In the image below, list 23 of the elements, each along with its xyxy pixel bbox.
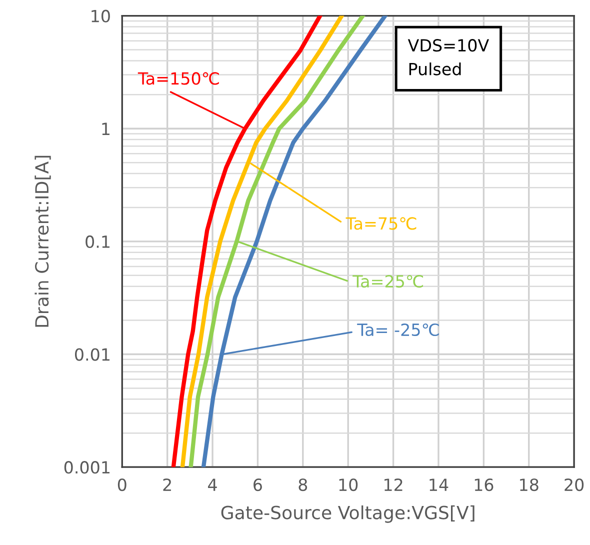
x-tick-label: 12 xyxy=(384,478,402,491)
y-axis-title: Drain Current:ID[A] xyxy=(34,156,51,327)
x-tick-label: 14 xyxy=(430,478,448,491)
annotation: Ta=75℃ xyxy=(346,217,416,230)
y-tick-label: 1 xyxy=(102,122,110,135)
x-tick-label: 2 xyxy=(163,478,171,491)
x-tick-label: 6 xyxy=(254,478,262,492)
y-tick-label: 0.001 xyxy=(64,461,110,474)
x-tick-label: 10 xyxy=(339,478,358,492)
annotation: Ta=25℃ xyxy=(352,275,423,288)
x-tick-label: 20 xyxy=(564,478,584,492)
x-tick-label: 4 xyxy=(208,478,217,491)
y-tick-label: 0.01 xyxy=(75,348,110,361)
annotation: Ta=150℃ xyxy=(138,72,219,85)
annotation: Ta= -25℃ xyxy=(357,323,439,336)
x-tick-label: 8 xyxy=(298,478,308,492)
x-tick-label: 18 xyxy=(520,478,538,492)
x-tick-label: 16 xyxy=(474,478,494,492)
y-tick-label: 10 xyxy=(92,10,110,22)
x-tick-label: 0 xyxy=(118,478,126,492)
y-tick-label: 0.1 xyxy=(86,235,110,248)
x-axis-title: Gate-Source Voltage:VGS[V] xyxy=(221,505,474,523)
annotation: VDS=10V Pulsed xyxy=(408,39,490,76)
